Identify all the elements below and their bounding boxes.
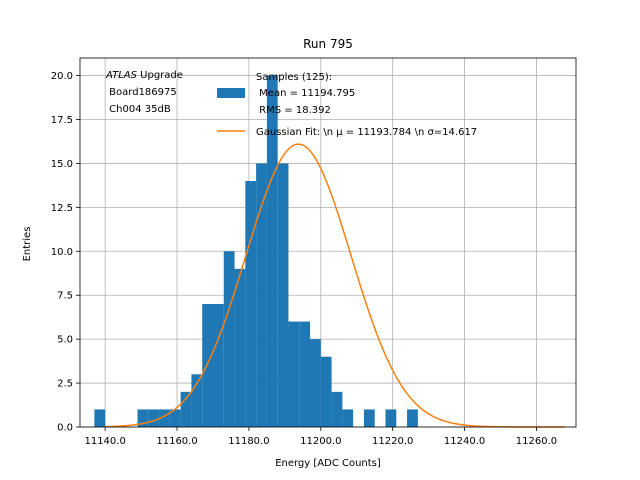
histogram-bar-17 [310,339,321,427]
x-tick-label-6: 11260.0 [516,436,557,447]
annotation-board: Board186975 [106,87,177,98]
y-tick-label-4: 10.0 [51,247,73,258]
y-tick-label-6: 15.0 [51,159,73,170]
histogram-bar-4 [169,409,181,427]
annotation-atlas: ATLAS [105,70,138,81]
histogram-bar-14 [277,163,289,427]
histogram-bar-8 [212,304,224,427]
histogram-bar-9 [223,251,235,427]
histogram-bar-5 [180,391,192,427]
y-tick-label-3: 7.5 [57,291,73,302]
histogram-bar-10 [234,268,246,427]
axes-frame [79,57,577,428]
histogram-bar-16 [299,321,311,427]
histogram-bar-6 [191,374,203,427]
y-tick-label-1: 2.5 [57,379,73,390]
x-axis-ticks: 11140.0 11160.0 11180.0 11200.0 11220.0 11240… [84,427,557,447]
x-tick-label-2: 11180.0 [228,436,269,447]
y-axis-label: Entries [22,227,33,262]
legend-samples-line-1: Samples (125): [256,72,332,83]
histogram-bars [94,75,418,428]
histogram-bar-0 [94,409,106,427]
histogram-bar-12 [256,163,267,427]
y-tick-label-8: 20.0 [51,71,73,82]
histogram-bar-18 [320,356,332,427]
x-tick-label-3: 11200.0 [300,436,341,447]
x-tick-label-1: 11160.0 [156,436,197,447]
histogram-bar-2 [148,409,160,427]
histogram-bar-22 [385,409,397,427]
histogram-bar-13 [266,75,278,428]
y-axis-ticks: 0.0 2.5 5.0 7.5 10.0 12.5 15.0 17.5 20.0 [51,71,80,434]
histogram-bar-11 [245,181,257,427]
histogram-bar-23 [407,409,418,427]
y-tick-label-5: 12.5 [51,203,73,214]
legend-samples-mean: Mean = 11194.795 [256,88,355,99]
histogram-bar-21 [363,409,375,427]
histogram-bar-15 [288,321,300,427]
legend-samples-swatch [217,88,245,98]
x-axis-label: Energy [ADC Counts] [275,458,381,469]
annotation-upgrade: Upgrade [137,70,183,81]
histogram-bar-1 [137,409,149,427]
y-tick-label-2: 5.0 [57,335,73,346]
gaussian-fit-curve [105,143,566,428]
y-tick-label-0: 0.0 [57,423,73,434]
x-tick-label-0: 11140.0 [84,436,125,447]
legend-samples-rms: RMS = 18.392 [256,105,331,116]
x-tick-label-5: 11240.0 [444,436,485,447]
histogram-bar-7 [202,304,213,427]
atlas-annotation: ATLAS Upgrade Board186975 Ch004 35dB [105,70,183,115]
legend: Samples (125): Mean = 11194.795 RMS = 18… [217,72,477,138]
y-tick-label-7: 17.5 [51,115,73,126]
histogram-bar-19 [331,391,343,427]
chart-title: Run 795 [303,37,353,51]
histogram-bar-20 [342,409,354,427]
histogram-bar-3 [159,409,170,427]
legend-fit-label: Gaussian Fit: \n μ = 11193.784 \n σ=14.6… [256,127,477,138]
annotation-channel: Ch004 35dB [106,104,171,115]
x-tick-label-4: 11220.0 [372,436,413,447]
annotation-line-1: ATLAS Upgrade [105,70,183,81]
